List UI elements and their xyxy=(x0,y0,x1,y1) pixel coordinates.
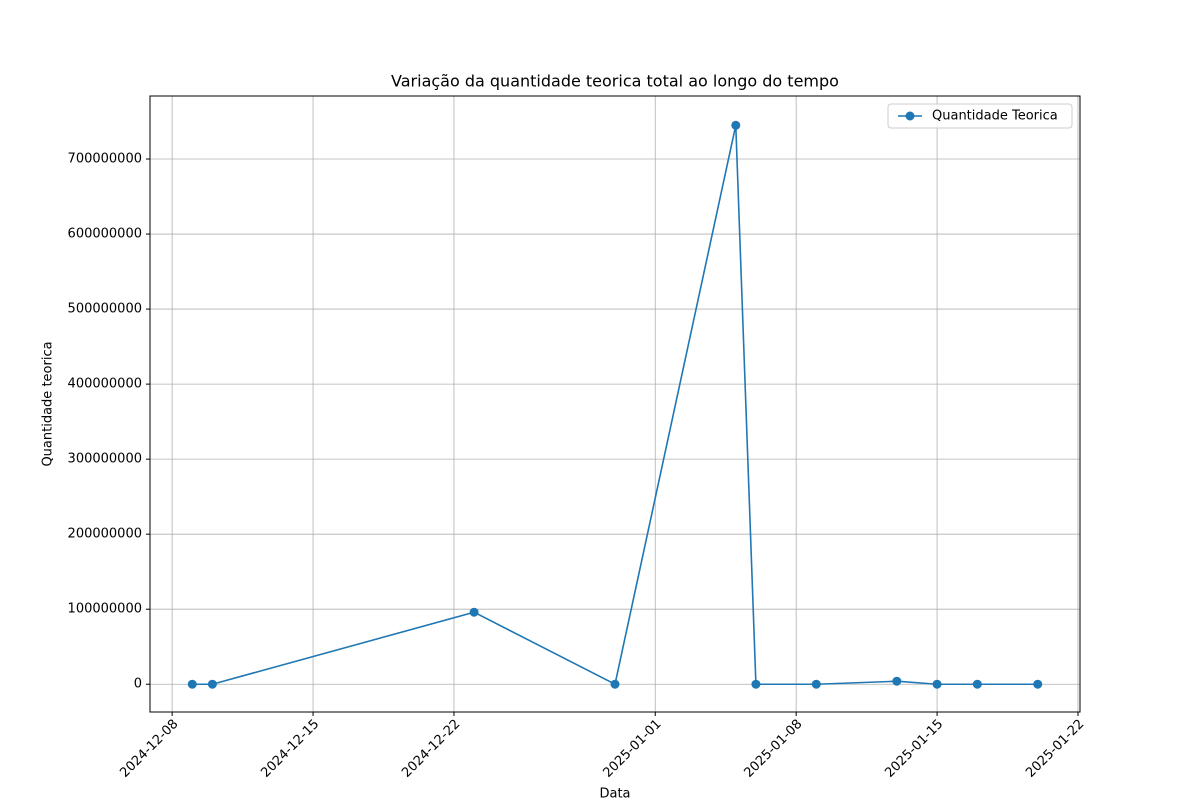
data-point xyxy=(751,679,761,689)
data-point xyxy=(731,120,741,130)
y-axis-label: Quantidade teorica xyxy=(41,341,56,466)
legend-label: Quantidade Teorica xyxy=(932,109,1058,124)
data-point xyxy=(610,679,620,689)
data-point xyxy=(932,679,942,689)
y-tick-label: 500000000 xyxy=(68,302,142,317)
y-tick-label: 300000000 xyxy=(68,452,142,467)
data-point xyxy=(207,679,217,689)
legend-marker xyxy=(905,111,915,121)
y-tick-label: 200000000 xyxy=(68,527,142,542)
data-point xyxy=(811,679,821,689)
data-point xyxy=(469,607,479,617)
y-tick-label: 0 xyxy=(134,677,142,692)
data-point xyxy=(187,679,197,689)
data-point xyxy=(1033,679,1043,689)
y-tick-label: 100000000 xyxy=(68,602,142,617)
plot-frame xyxy=(149,95,1081,713)
y-tick-label: 400000000 xyxy=(68,377,142,392)
x-axis-label: Data xyxy=(599,787,630,801)
chart-title: Variação da quantidade teorica total ao … xyxy=(391,72,839,91)
y-tick-label: 600000000 xyxy=(68,227,142,242)
y-tick-label: 700000000 xyxy=(68,152,142,167)
legend-box xyxy=(887,103,1073,129)
data-point xyxy=(892,676,902,686)
data-point xyxy=(972,679,982,689)
